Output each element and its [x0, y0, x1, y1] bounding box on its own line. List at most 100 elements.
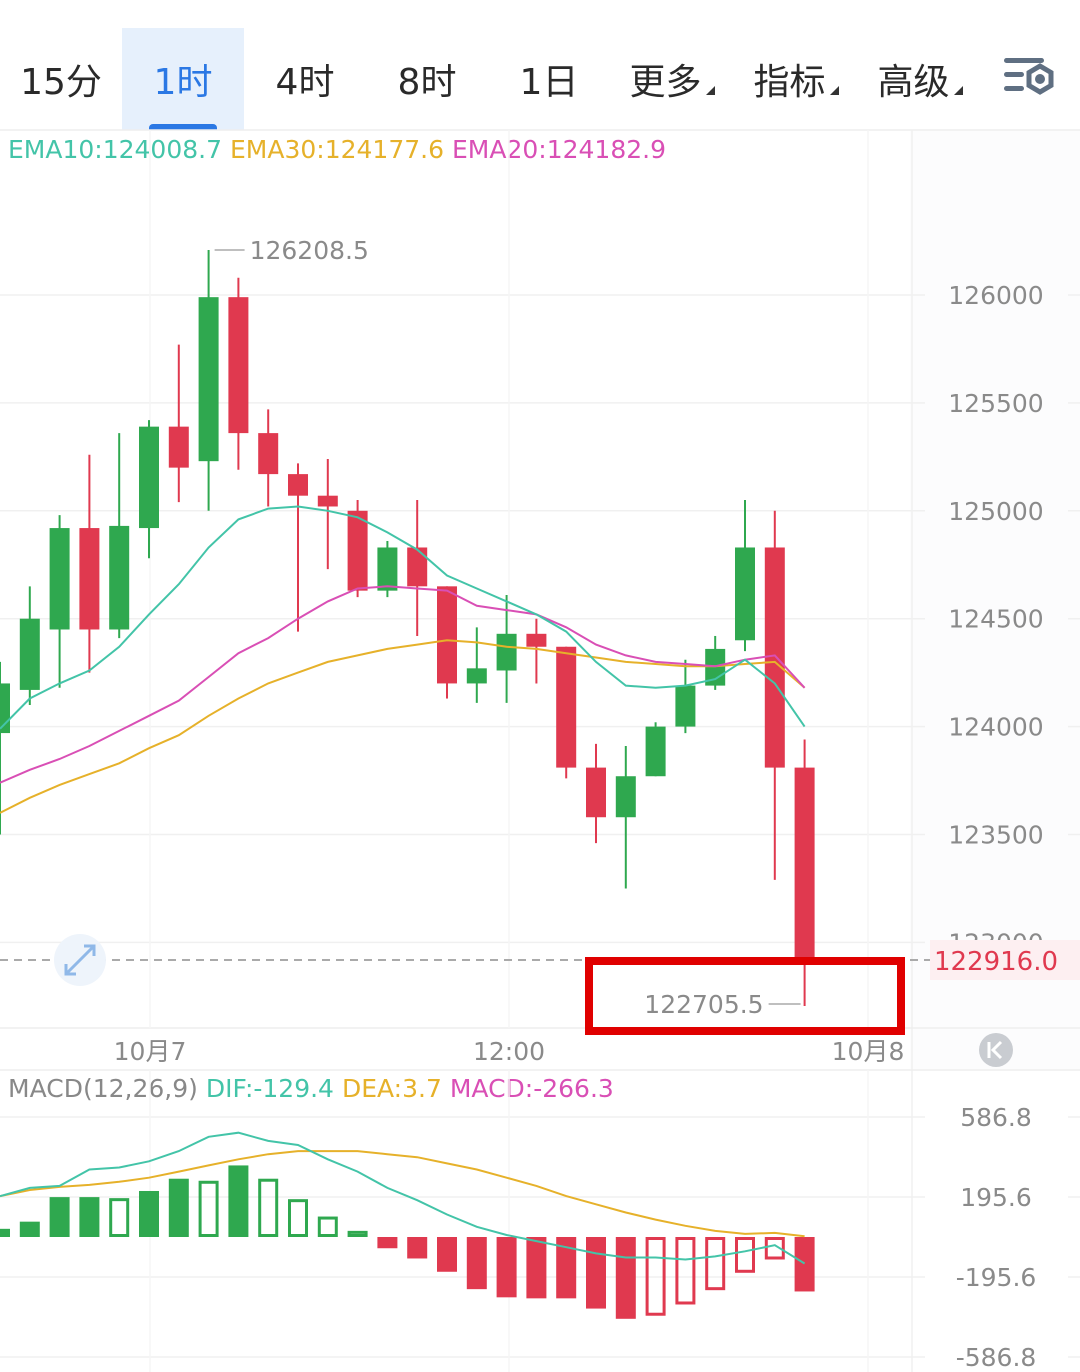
scroll-to-latest-icon[interactable] — [979, 1033, 1013, 1067]
dropdown-triangle-icon — [705, 85, 715, 95]
dea-line — [0, 1150, 805, 1238]
y-tick-label: 123500 — [948, 821, 1043, 850]
candle-up — [377, 541, 398, 598]
high-label: 126208.5 — [250, 236, 369, 265]
macd-bar — [198, 1180, 219, 1237]
candle-up — [615, 746, 636, 889]
candle-body — [466, 668, 487, 684]
ema30-line — [0, 639, 806, 814]
candle-up — [645, 722, 666, 777]
candle-body — [0, 683, 10, 734]
candle-up — [466, 627, 487, 703]
tab-label: 高级 — [877, 62, 950, 103]
dropdown-triangle-icon — [953, 85, 963, 95]
extreme-labels: 126208.5 122705.5 — [214, 236, 801, 1019]
candle-body — [79, 528, 100, 630]
legend-item: EMA20:124182.9 — [452, 135, 666, 164]
tab-3[interactable]: 4时 — [244, 28, 366, 130]
candle-body — [347, 510, 368, 591]
time-axis-labels: 10月7 12:00 10月8 — [114, 1037, 905, 1066]
y-tick-label: 126000 — [948, 281, 1043, 310]
x-tick-label: 10月7 — [114, 1037, 187, 1066]
candle-down — [526, 618, 547, 684]
tab-4[interactable]: 8时 — [366, 28, 488, 130]
macd-bar — [49, 1197, 70, 1237]
price-grid — [0, 130, 1080, 1028]
macd-bar — [466, 1237, 487, 1290]
candle-body — [49, 528, 70, 630]
macd-bar — [407, 1237, 428, 1259]
y-tick-label: 124000 — [948, 713, 1043, 742]
macd-axis-labels: 586.8 195.6 -195.6 -586.8 — [956, 1103, 1037, 1372]
tab-label: 更多 — [629, 62, 702, 103]
macd-tick-label: -586.8 — [956, 1343, 1037, 1372]
candle-body — [317, 495, 338, 507]
legend-item: EMA10:124008.7 — [8, 135, 222, 164]
legend-item: DEA:3.7 — [342, 1074, 442, 1103]
candle-down — [407, 500, 428, 636]
ema-lines — [0, 505, 806, 814]
candle-body — [198, 297, 219, 462]
candle-body — [19, 618, 40, 690]
candle-body — [526, 633, 547, 647]
candle-down — [437, 586, 457, 699]
candle-body — [764, 547, 785, 768]
candle-up — [198, 250, 219, 511]
macd-bar — [645, 1237, 666, 1316]
x-tick-label: 10月8 — [832, 1037, 905, 1066]
macd-bar — [675, 1237, 696, 1305]
legend-item: MACD:-266.3 — [450, 1074, 614, 1103]
candle-body — [228, 297, 249, 434]
macd-grid — [0, 1070, 1080, 1372]
candle-body — [109, 525, 130, 630]
current-price-label: 122916.0 — [934, 947, 1058, 977]
macd-bar — [764, 1237, 785, 1260]
ema10-line — [0, 505, 806, 730]
legend-item: DIF:-129.4 — [206, 1074, 334, 1103]
tab-label: 4时 — [275, 62, 335, 103]
macd-bar — [228, 1165, 249, 1237]
candle-body — [645, 726, 666, 777]
current-price-line: 122916.0 — [0, 940, 1080, 980]
candle-body — [675, 685, 696, 727]
candle-body — [258, 433, 279, 475]
candle-up — [0, 661, 10, 835]
macd-bar — [437, 1237, 457, 1272]
candle-body — [496, 633, 517, 671]
tab-label: 15分 — [20, 62, 102, 103]
low-label: 122705.5 — [644, 990, 763, 1019]
macd-title: MACD(12,26,9) — [8, 1074, 198, 1103]
candle-body — [407, 547, 428, 587]
macd-bar — [317, 1216, 338, 1238]
candle-body — [377, 547, 398, 591]
candle-up — [675, 659, 696, 734]
candle-body — [437, 586, 457, 684]
tab-2[interactable]: 1时 — [122, 28, 244, 130]
chart-settings-icon[interactable] — [1000, 52, 1060, 108]
dif-line — [0, 1131, 806, 1265]
tab-1[interactable]: 15分 — [0, 28, 122, 130]
macd-lines — [0, 1131, 806, 1265]
tab-6[interactable]: 更多 — [610, 28, 734, 130]
candle-down — [586, 743, 606, 844]
tab-label: 8时 — [397, 62, 457, 103]
candle-up — [139, 420, 159, 559]
tab-label: 指标 — [753, 62, 826, 103]
candle-down — [288, 463, 308, 632]
candle-down — [228, 277, 249, 470]
expand-chart-button[interactable] — [54, 934, 106, 986]
macd-bar — [258, 1178, 279, 1238]
candle-down — [347, 500, 368, 598]
candle-body — [794, 767, 815, 961]
tab-8[interactable]: 高级 — [858, 28, 982, 130]
candle-body — [556, 646, 577, 768]
macd-histogram — [0, 1165, 815, 1319]
legend-item: EMA30:124177.6 — [230, 135, 444, 164]
y-tick-label: 125000 — [948, 497, 1043, 526]
macd-tick-label: 586.8 — [960, 1103, 1032, 1132]
candle-down — [794, 739, 815, 1006]
candle-body — [615, 776, 636, 818]
tab-5[interactable]: 1日 — [488, 28, 610, 130]
tab-7[interactable]: 指标 — [734, 28, 858, 130]
